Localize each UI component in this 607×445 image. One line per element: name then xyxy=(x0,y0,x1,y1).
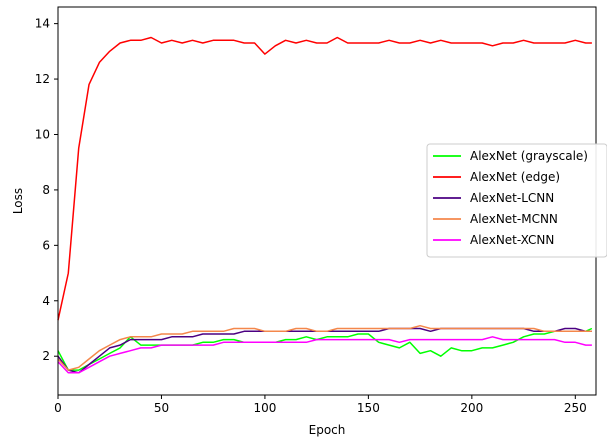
y-axis-label: Loss xyxy=(11,188,25,214)
legend-label: AlexNet (edge) xyxy=(470,170,560,184)
y-tick-label: 2 xyxy=(42,349,50,363)
legend-label: AlexNet (grayscale) xyxy=(470,149,588,163)
x-tick-label: 100 xyxy=(253,401,276,415)
series-line-5 xyxy=(57,336,592,374)
x-tick-label: 50 xyxy=(154,401,169,415)
y-tick-label: 14 xyxy=(35,17,50,31)
y-tick-label: 10 xyxy=(35,127,50,141)
x-tick-label: 250 xyxy=(564,401,587,415)
y-axis: 2 4 6 8 10 12 14 xyxy=(35,17,58,363)
y-tick-label: 6 xyxy=(42,238,50,252)
y-tick-label: 4 xyxy=(42,294,50,308)
legend-box xyxy=(426,143,607,258)
y-tick-label: 8 xyxy=(42,183,50,197)
series-line-4 xyxy=(57,324,592,371)
series-layer xyxy=(57,36,593,374)
y-tick-label: 12 xyxy=(35,72,50,86)
x-tick-label: 200 xyxy=(460,401,483,415)
series-line-3 xyxy=(57,327,592,374)
legend-label: AlexNet-XCNN xyxy=(470,233,554,247)
x-axis-label: Epoch xyxy=(309,423,346,437)
x-axis: 0 50 100 150 200 250 xyxy=(54,395,587,415)
legend-label: AlexNet-MCNN xyxy=(470,212,558,226)
series-line-1 xyxy=(57,327,593,371)
x-tick-label: 150 xyxy=(357,401,380,415)
legend-label: AlexNet-LCNN xyxy=(470,191,554,205)
series-line-2 xyxy=(57,36,592,321)
legend: AlexNet (grayscale) AlexNet (edge) AlexNet… xyxy=(426,143,607,258)
x-tick-label: 0 xyxy=(54,401,62,415)
